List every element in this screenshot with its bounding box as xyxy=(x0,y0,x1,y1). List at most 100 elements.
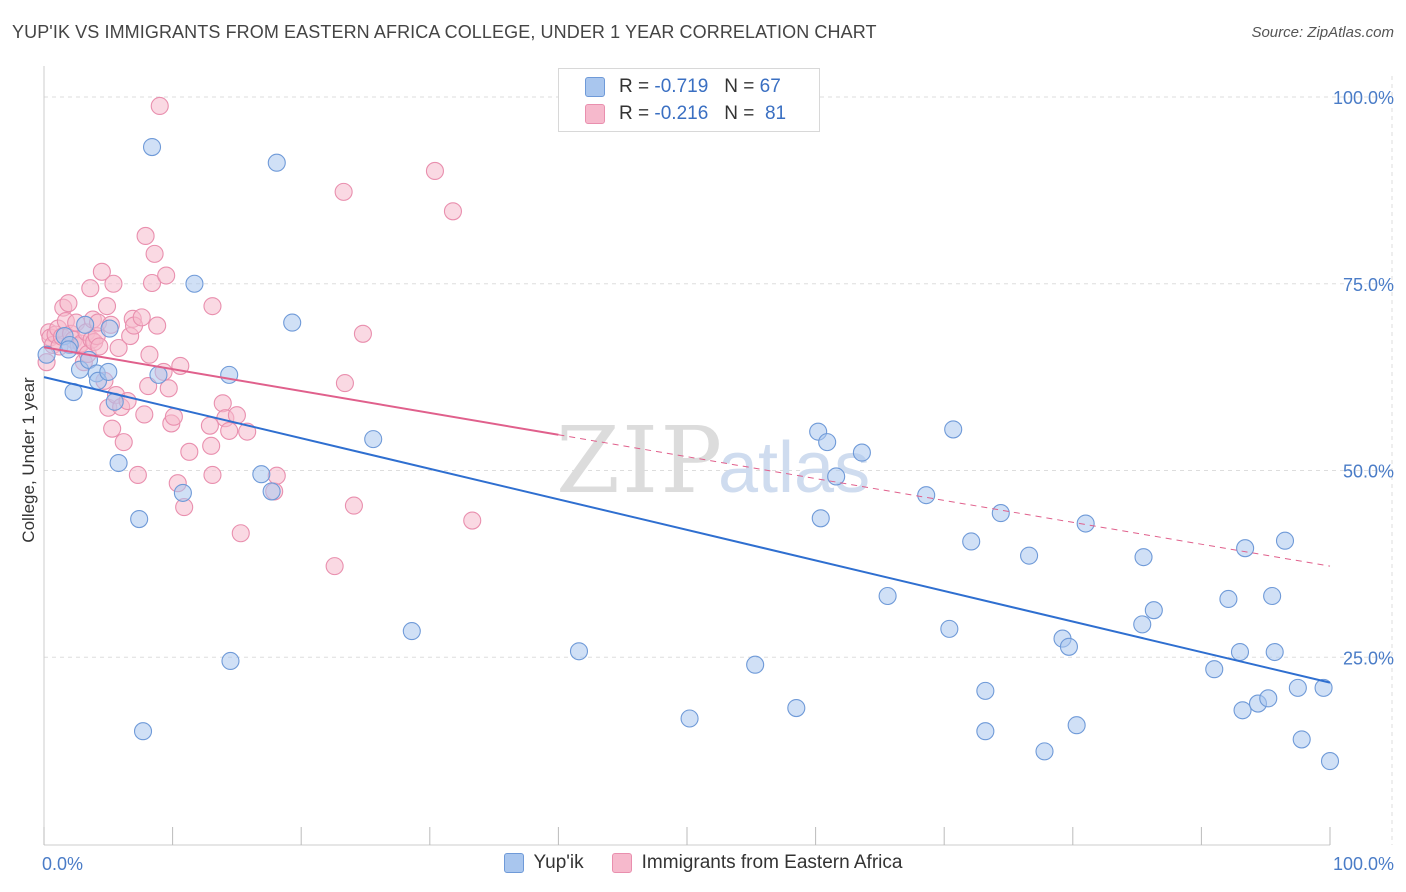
yupik-point xyxy=(185,274,204,293)
immigrants-point xyxy=(267,466,286,485)
yupik-point xyxy=(1263,586,1282,606)
yupik-point xyxy=(133,722,153,741)
yupik-point xyxy=(99,362,118,381)
immigrants-point xyxy=(203,465,222,485)
yupik-point xyxy=(1059,637,1078,656)
yupik-point xyxy=(76,315,95,334)
yupik-point xyxy=(109,453,128,473)
yupik-point xyxy=(252,465,271,484)
yupik-point xyxy=(940,619,959,638)
immigrants-point xyxy=(92,262,111,281)
y-tick-label: 25.0% xyxy=(1343,648,1394,668)
trend-line-0 xyxy=(43,376,1331,684)
yupik-point xyxy=(1035,742,1054,761)
yupik-point xyxy=(1020,546,1039,565)
legend-swatch-pink xyxy=(611,853,632,873)
tick-labels: 25.0% 50.0% 75.0% 100.0% 0.0% 100.0% xyxy=(42,88,1394,874)
immigrants-point xyxy=(148,316,167,335)
legend-swatch-blue xyxy=(585,77,605,97)
legend-r-label: R = xyxy=(619,103,650,124)
yupik-point xyxy=(1233,701,1252,720)
yupik-point xyxy=(917,486,936,505)
yupik-point xyxy=(852,443,871,462)
immigrants-point xyxy=(140,345,159,364)
yupik-point xyxy=(878,586,897,606)
trend-line-solid-1 xyxy=(43,346,559,436)
yupik-point xyxy=(818,433,837,452)
trend-lines xyxy=(43,346,1331,684)
immigrants-point xyxy=(443,202,462,221)
yupik-point xyxy=(1144,601,1163,620)
immigrants-point xyxy=(213,394,232,413)
legend-r-label: R = xyxy=(619,76,650,97)
immigrants-point xyxy=(136,226,155,245)
yupik-point xyxy=(1236,539,1255,558)
yupik-point xyxy=(1219,589,1238,609)
immigrants-point xyxy=(109,338,128,358)
immigrants-point xyxy=(104,274,123,293)
immigrants-point xyxy=(128,465,147,485)
watermark-atlas: atlas xyxy=(718,428,870,508)
axes xyxy=(43,66,1331,846)
immigrants-point xyxy=(335,374,354,393)
immigrants-point xyxy=(114,433,133,452)
yupik-point xyxy=(1259,689,1278,708)
immigrants-point xyxy=(202,436,221,455)
yupik-point xyxy=(827,467,846,486)
chart-title: YUP'IK VS IMMIGRANTS FROM EASTERN AFRICA… xyxy=(12,22,877,42)
immigrants-point xyxy=(231,524,250,543)
legend-n-value: 81 xyxy=(764,103,787,124)
legend-n-value: 67 xyxy=(759,76,781,97)
immigrants-point xyxy=(103,419,122,438)
legend-label: Immigrants from Eastern Africa xyxy=(641,852,903,873)
yupik-point xyxy=(130,510,149,529)
yupik-point xyxy=(173,483,192,502)
legend-r-value: -0.216 xyxy=(654,103,709,124)
series-immigrants-points xyxy=(37,96,482,576)
series-yupik-points xyxy=(37,137,1340,771)
immigrants-point xyxy=(220,421,239,440)
legend-item-yupik[interactable]: Yup'ik xyxy=(503,852,584,874)
immigrants-point xyxy=(81,279,100,298)
yupik-point xyxy=(100,319,119,338)
legend-swatch-blue xyxy=(503,853,524,873)
yupik-point xyxy=(1134,548,1153,567)
yupik-point xyxy=(402,622,421,641)
yupik-point xyxy=(746,655,765,674)
immigrants-point xyxy=(203,297,222,316)
yupik-point xyxy=(1275,531,1295,550)
yupik-point xyxy=(944,420,963,439)
yupik-point xyxy=(1320,752,1340,771)
source-credit: Source: ZipAtlas.com xyxy=(1251,24,1394,41)
legend-n-label: N = xyxy=(724,103,755,124)
immigrants-point xyxy=(200,416,219,435)
legend-swatch-pink xyxy=(585,104,605,124)
immigrants-point xyxy=(97,297,117,316)
legend-label: Yup'ik xyxy=(533,852,584,873)
watermark-zip: ZIP xyxy=(556,407,724,514)
y-axis-label: College, Under 1 year xyxy=(19,377,38,543)
yupik-point xyxy=(569,642,589,661)
legend-item-immigrants[interactable]: Immigrants from Eastern Africa xyxy=(611,852,903,874)
immigrants-point xyxy=(90,337,109,356)
yupik-point xyxy=(149,365,168,384)
legend-n-label: N = xyxy=(724,76,755,97)
immigrants-point xyxy=(159,379,178,398)
legend-row-immigrants: R = -0.216 N = 81 xyxy=(585,101,786,127)
yupik-point xyxy=(1230,642,1250,662)
yupik-point xyxy=(811,509,830,528)
yupik-point xyxy=(1133,615,1152,634)
yupik-point xyxy=(1205,660,1224,679)
series-legend: Yup'ik Immigrants from Eastern Africa xyxy=(0,852,1406,874)
stats-legend: R = -0.719 N = 67 R = -0.216 N = 81 xyxy=(558,68,820,132)
yupik-point xyxy=(267,153,286,172)
immigrants-point xyxy=(150,96,169,116)
immigrants-point xyxy=(139,377,158,396)
yupik-point xyxy=(976,681,995,700)
y-tick-label: 75.0% xyxy=(1343,275,1394,295)
yupik-point xyxy=(220,365,239,384)
yupik-point xyxy=(142,137,162,157)
immigrants-point xyxy=(157,266,176,285)
y-tick-label: 100.0% xyxy=(1333,88,1394,108)
